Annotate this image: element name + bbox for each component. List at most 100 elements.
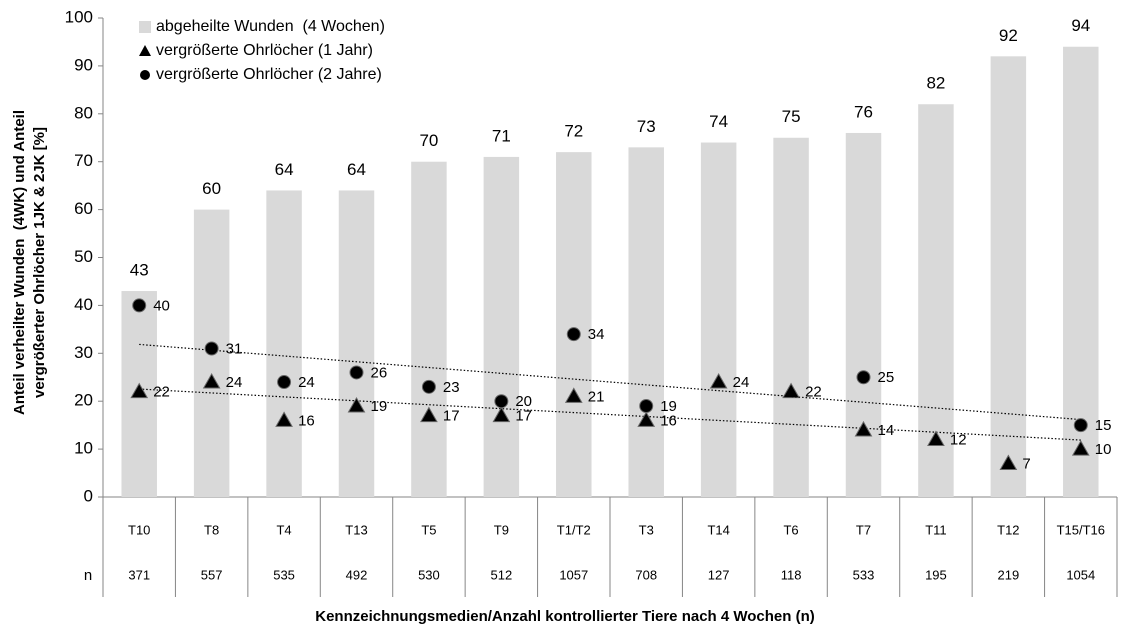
point-label: 25 — [878, 369, 895, 386]
point-label: 24 — [733, 374, 750, 391]
bar — [411, 161, 447, 497]
legend-swatch — [139, 21, 151, 33]
point — [854, 420, 873, 437]
point — [347, 396, 366, 413]
point — [637, 411, 656, 427]
bar — [628, 147, 664, 497]
bar — [700, 142, 737, 498]
bar-label: 64 — [347, 160, 366, 179]
n-value: 535 — [273, 567, 295, 582]
y-axis-title: vergrößerter Ohrlöcher 1JK & 2JK [%] — [31, 127, 48, 398]
x-tick-label: T15/T16 — [1057, 522, 1105, 537]
x-tick-label: T8 — [204, 522, 219, 537]
bar-label: 72 — [564, 122, 583, 141]
n-value: 530 — [418, 567, 440, 582]
n-value: 512 — [491, 567, 513, 582]
bar-label: 75 — [782, 107, 801, 126]
bar-label: 64 — [275, 160, 294, 179]
bar — [338, 190, 375, 497]
y-tick-label: 70 — [74, 151, 93, 170]
point-label: 24 — [226, 374, 243, 391]
bar-label: 76 — [854, 102, 873, 121]
y-tick-label: 90 — [74, 55, 93, 74]
point-label: 22 — [805, 384, 822, 401]
legend-swatch — [140, 70, 150, 80]
n-value: 371 — [128, 567, 150, 582]
x-tick-label: T14 — [707, 522, 729, 537]
n-value: 492 — [346, 567, 368, 582]
point-label: 12 — [950, 431, 967, 448]
bar — [266, 190, 302, 497]
point-label: 7 — [1022, 455, 1030, 472]
y-tick-label: 50 — [74, 247, 93, 266]
y-tick-label: 10 — [74, 439, 93, 458]
legend-label: vergrößerte Ohrlöcher (1 Jahr) — [156, 42, 373, 59]
point — [709, 373, 728, 389]
point-label: 20 — [515, 393, 532, 410]
point-label: 22 — [153, 384, 170, 401]
legend-label: abgeheilte Wunden (4 Wochen) — [156, 18, 385, 35]
bar-label: 92 — [999, 26, 1018, 45]
bar — [990, 56, 1027, 497]
bar-label: 74 — [709, 112, 728, 131]
point-label: 10 — [1095, 441, 1112, 458]
n-value: 195 — [925, 567, 947, 582]
y-tick-label: 0 — [84, 486, 93, 505]
n-value: 219 — [998, 567, 1020, 582]
legend-label: vergrößerte Ohrlöcher (2 Jahre) — [156, 66, 382, 83]
x-tick-label: T5 — [421, 522, 436, 537]
x-axis-title: Kennzeichnungsmedien/Anzahl kontrolliert… — [315, 608, 815, 625]
point-label: 17 — [443, 408, 460, 425]
x-tick-label: T3 — [639, 522, 654, 537]
point — [349, 365, 364, 380]
y-axis-title: Anteil verheilter Wunden (4WK) und Antei… — [11, 110, 28, 415]
point-label: 40 — [153, 297, 170, 314]
point — [275, 411, 293, 427]
point-label: 34 — [588, 326, 605, 343]
bar-label: 82 — [926, 74, 945, 93]
y-tick-label: 30 — [74, 343, 93, 362]
n-value: 557 — [201, 567, 223, 582]
x-tick-label: T6 — [783, 522, 798, 537]
point — [856, 370, 871, 385]
point — [927, 430, 945, 447]
point — [277, 375, 292, 390]
point-label: 23 — [443, 379, 460, 396]
legend-swatch — [139, 45, 151, 56]
point — [492, 406, 511, 423]
bar-label: 71 — [492, 126, 511, 145]
point — [999, 454, 1018, 470]
point — [420, 406, 438, 423]
point — [204, 341, 219, 356]
bar — [845, 132, 882, 497]
n-value: 708 — [635, 567, 657, 582]
n-value: 533 — [853, 567, 875, 582]
point — [130, 382, 149, 399]
bar — [773, 137, 809, 497]
bar-label: 73 — [637, 117, 656, 136]
point-label: 15 — [1095, 417, 1112, 434]
x-tick-label: T12 — [997, 522, 1019, 537]
point — [564, 387, 583, 403]
point — [421, 379, 436, 394]
point — [1071, 440, 1090, 456]
point — [494, 394, 509, 409]
point — [566, 327, 581, 342]
point-label: 14 — [878, 422, 895, 439]
point-label: 31 — [226, 340, 243, 357]
bar-label: 70 — [419, 131, 438, 150]
point-label: 26 — [371, 364, 388, 381]
point-label: 24 — [298, 374, 315, 391]
x-tick-label: T13 — [345, 522, 367, 537]
bar — [556, 152, 592, 497]
point — [639, 398, 654, 413]
x-tick-label: T9 — [494, 522, 509, 537]
point — [782, 382, 800, 399]
point-label: 16 — [660, 412, 677, 429]
n-value: 127 — [708, 567, 730, 582]
point-label: 16 — [298, 412, 315, 429]
x-tick-label: T4 — [276, 522, 291, 537]
x-tick-label: T7 — [856, 522, 871, 537]
n-value: 118 — [781, 567, 802, 582]
